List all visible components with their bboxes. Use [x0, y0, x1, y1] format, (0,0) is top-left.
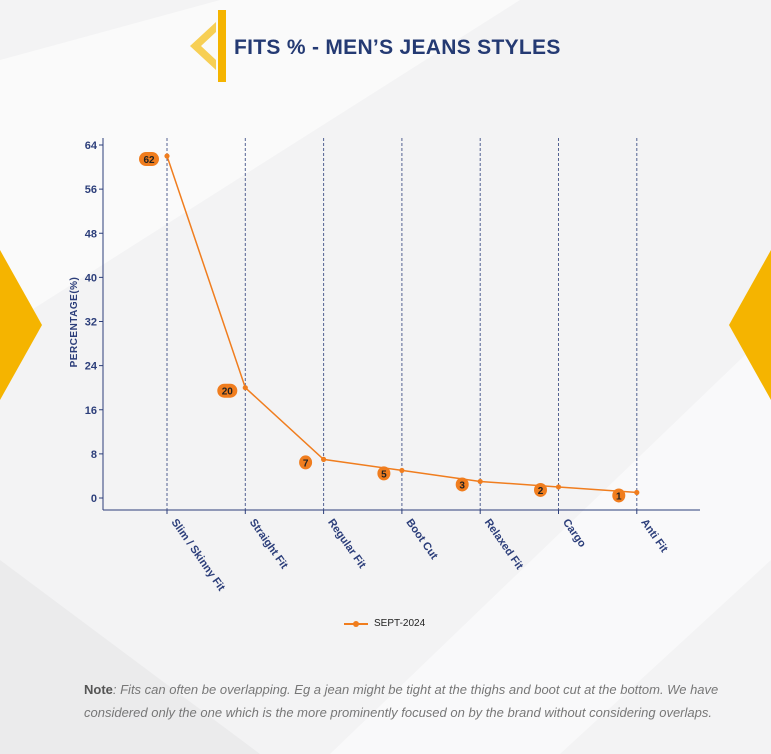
y-tick-label: 8: [91, 449, 97, 461]
y-tick-label: 0: [91, 493, 97, 505]
data-label-badge: [534, 482, 547, 497]
y-tick-label: 32: [85, 317, 97, 329]
y-tick-label: 24: [85, 361, 98, 373]
note-text: : Fits can often be overlapping. Eg a je…: [84, 682, 719, 720]
y-tick-label: 48: [85, 228, 97, 240]
x-tick-label: Relaxed Fit: [482, 517, 526, 572]
x-tick-label: Anti Fit: [638, 517, 670, 555]
data-label-badge: [139, 152, 159, 167]
y-tick-label: 56: [85, 184, 97, 196]
data-point: [399, 467, 405, 474]
data-label: 5: [381, 469, 387, 480]
data-point: [634, 489, 640, 496]
data-point: [555, 484, 562, 490]
y-tick-label: 40: [85, 272, 97, 284]
data-label: 3: [459, 480, 465, 491]
data-label-badge: [299, 455, 313, 470]
title-accent-bar: [218, 10, 226, 82]
y-tick-label: 16: [85, 405, 97, 417]
data-label-badge: [377, 466, 391, 481]
data-label: 1: [616, 491, 622, 502]
data-label-badge: [217, 383, 238, 398]
data-point: [477, 478, 483, 485]
data-label: 62: [143, 155, 155, 166]
x-tick-label: Straight Fit: [247, 517, 290, 572]
title-banner: FITS % - MEN’S JEANS STYLES: [190, 10, 750, 82]
data-point: [164, 153, 170, 159]
data-label: 2: [538, 486, 544, 497]
chevron-icon: [190, 22, 216, 70]
note-label: Note: [84, 682, 113, 697]
chart-legend: SEPT-2024: [344, 618, 425, 629]
data-label-badge: [455, 477, 469, 492]
y-axis-label: PERCENTAGE(%): [69, 277, 80, 368]
data-label: 20: [222, 387, 234, 398]
page-title: FITS % - MEN’S JEANS STYLES: [234, 36, 561, 59]
right-accent-triangle: [729, 250, 771, 405]
footnote: Note: Fits can often be overlapping. Eg …: [84, 678, 724, 724]
data-label-badge: [612, 488, 626, 503]
legend-label: SEPT-2024: [374, 618, 426, 629]
data-point: [321, 456, 327, 462]
left-accent-triangle: [0, 250, 42, 405]
x-tick-label: Boot Cut: [403, 517, 440, 562]
x-tick-label: Slim / Skinny Fit: [169, 517, 228, 594]
data-label: 7: [303, 458, 309, 469]
x-tick-label: Regular Fit: [325, 517, 368, 571]
y-tick-label: 64: [85, 140, 98, 152]
data-point: [242, 385, 248, 391]
x-tick-label: Cargo: [560, 517, 588, 550]
legend-line-marker: [344, 620, 368, 627]
